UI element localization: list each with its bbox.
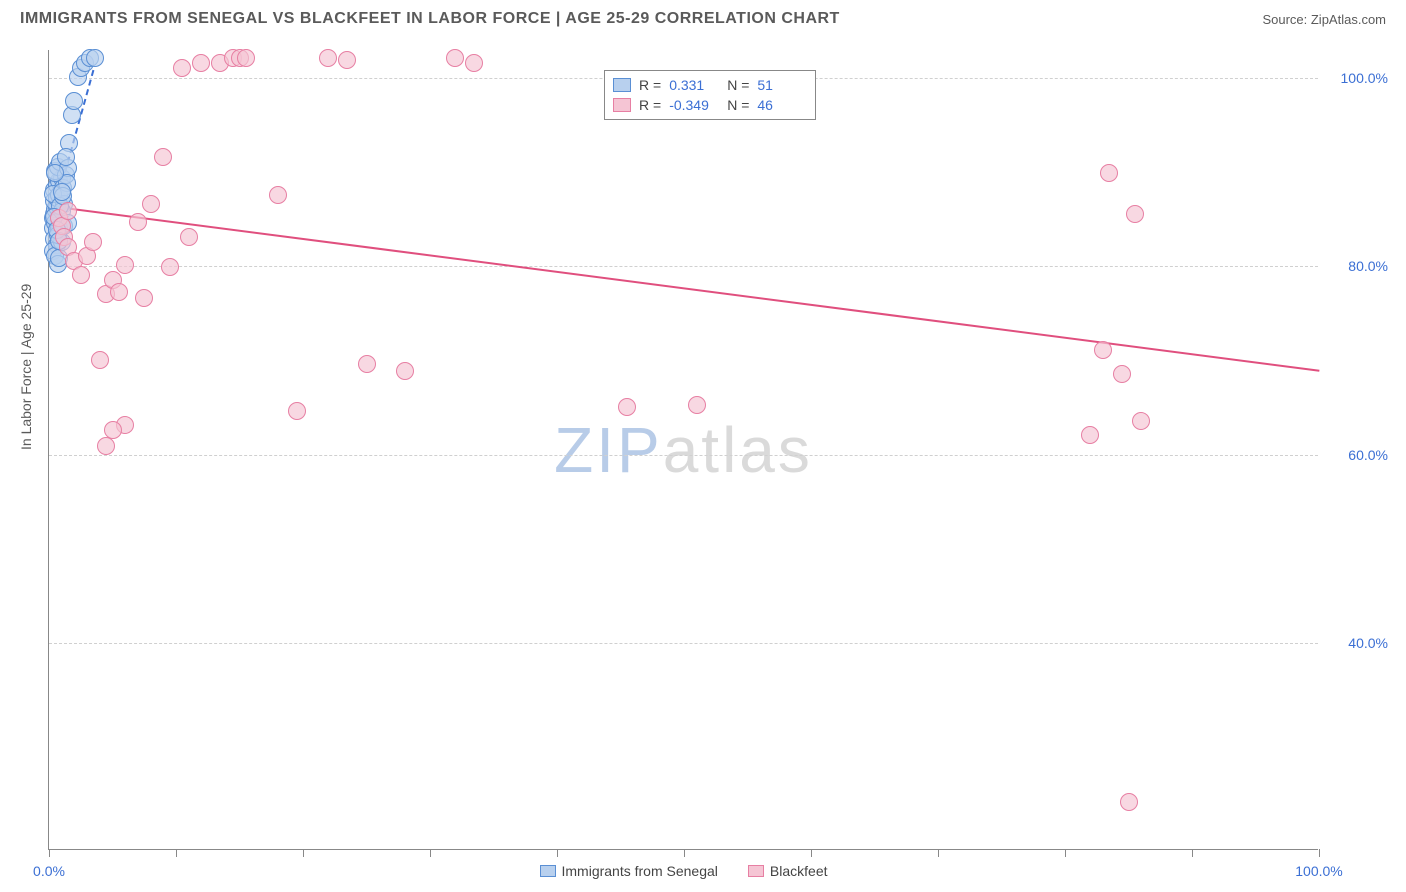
legend-swatch-icon (540, 865, 556, 877)
data-point (338, 51, 356, 69)
x-tick (1065, 849, 1066, 857)
legend-item: Blackfeet (748, 863, 828, 879)
gridline (49, 643, 1318, 644)
scatter-chart: ZIPatlas 40.0%60.0%80.0%100.0%0.0%100.0%… (48, 50, 1318, 850)
x-tick (49, 849, 50, 857)
stat-r-value: -0.349 (669, 97, 719, 113)
watermark: ZIPatlas (554, 413, 813, 487)
x-tick (938, 849, 939, 857)
data-point (65, 92, 83, 110)
data-point (46, 164, 64, 182)
x-tick (1192, 849, 1193, 857)
data-point (53, 183, 71, 201)
data-point (618, 398, 636, 416)
data-point (116, 256, 134, 274)
data-point (129, 213, 147, 231)
data-point (161, 258, 179, 276)
data-point (135, 289, 153, 307)
y-tick-label: 100.0% (1328, 70, 1388, 86)
y-axis-label: In Labor Force | Age 25-29 (18, 284, 34, 450)
data-point (110, 283, 128, 301)
data-point (154, 148, 172, 166)
data-point (269, 186, 287, 204)
stat-n-value: 51 (757, 77, 807, 93)
trend-line (49, 205, 1319, 372)
data-point (1132, 412, 1150, 430)
gridline (49, 266, 1318, 267)
legend-swatch-icon (748, 865, 764, 877)
x-tick (684, 849, 685, 857)
stat-n-value: 46 (757, 97, 807, 113)
x-tick (811, 849, 812, 857)
series-legend: Immigrants from Senegal Blackfeet (540, 863, 828, 879)
x-tick (176, 849, 177, 857)
stat-r-label: R = (639, 77, 661, 93)
data-point (59, 202, 77, 220)
data-point (142, 195, 160, 213)
chart-title: IMMIGRANTS FROM SENEGAL VS BLACKFEET IN … (20, 10, 840, 28)
data-point (97, 437, 115, 455)
data-point (1120, 793, 1138, 811)
data-point (396, 362, 414, 380)
data-point (465, 54, 483, 72)
data-point (1094, 341, 1112, 359)
y-tick-label: 40.0% (1328, 635, 1388, 651)
data-point (319, 49, 337, 67)
data-point (192, 54, 210, 72)
data-point (180, 228, 198, 246)
x-tick (557, 849, 558, 857)
data-point (358, 355, 376, 373)
data-point (1113, 365, 1131, 383)
legend-label: Blackfeet (770, 863, 828, 879)
gridline (49, 455, 1318, 456)
x-tick (303, 849, 304, 857)
x-tick-label: 100.0% (1295, 863, 1342, 879)
x-tick (1319, 849, 1320, 857)
x-tick (430, 849, 431, 857)
data-point (1126, 205, 1144, 223)
stat-row: R = 0.331 N = 51 (613, 75, 807, 95)
data-point (446, 49, 464, 67)
data-point (91, 351, 109, 369)
legend-swatch-icon (613, 98, 631, 112)
stat-n-label: N = (727, 77, 749, 93)
data-point (288, 402, 306, 420)
stat-row: R = -0.349 N = 46 (613, 95, 807, 115)
stat-r-value: 0.331 (669, 77, 719, 93)
x-tick-label: 0.0% (33, 863, 65, 879)
data-point (1100, 164, 1118, 182)
data-point (72, 266, 90, 284)
legend-label: Immigrants from Senegal (562, 863, 718, 879)
stat-n-label: N = (727, 97, 749, 113)
data-point (86, 49, 104, 67)
data-point (1081, 426, 1099, 444)
data-point (688, 396, 706, 414)
data-point (84, 233, 102, 251)
legend-item: Immigrants from Senegal (540, 863, 718, 879)
stat-legend: R = 0.331 N = 51 R = -0.349 N = 46 (604, 70, 816, 120)
stat-r-label: R = (639, 97, 661, 113)
y-tick-label: 60.0% (1328, 447, 1388, 463)
legend-swatch-icon (613, 78, 631, 92)
data-point (57, 148, 75, 166)
y-tick-label: 80.0% (1328, 258, 1388, 274)
data-point (237, 49, 255, 67)
data-point (173, 59, 191, 77)
chart-source: Source: ZipAtlas.com (1262, 12, 1386, 27)
